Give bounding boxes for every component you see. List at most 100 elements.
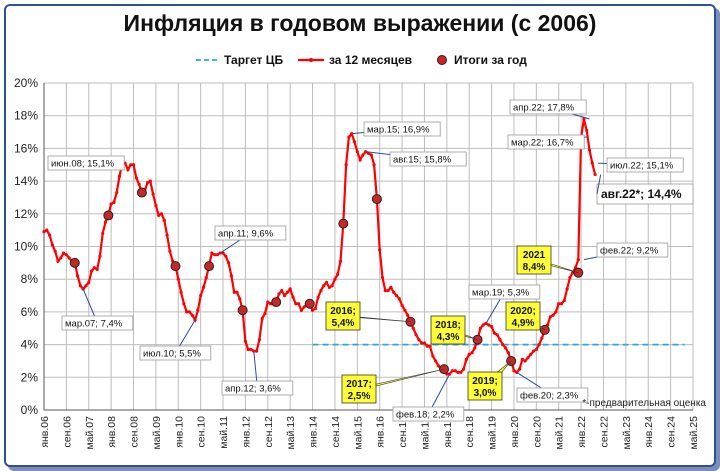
annotation-box [392,406,465,422]
year-callout-value: 8,4% [523,262,546,273]
series-point [227,261,231,265]
series-point [238,297,242,301]
series-point [473,346,477,350]
year-callout-year: 2017; [346,379,372,390]
series-point [336,272,340,276]
series-point [213,253,217,257]
x-tick-label: май.11 [218,416,230,449]
series-point [512,369,516,373]
series-point [277,292,281,296]
series-point [386,289,390,293]
series-point [462,367,466,371]
annotation-box [509,99,587,115]
series-point [422,341,427,345]
series-point [327,285,331,289]
series-point [285,290,289,294]
series-point [42,230,46,234]
series-point [333,277,337,281]
series-point [131,163,136,167]
x-tick-label: сен.22 [598,416,610,448]
series-point [380,275,385,280]
series-point [47,233,52,237]
series-point [347,135,351,139]
series-point [162,218,166,222]
series-point [568,275,572,280]
series-point [319,289,323,293]
x-tick-label: май.19 [487,416,499,450]
series-point [243,339,248,343]
annotation-label: апр.12; 3,6% [225,384,281,395]
series-point [179,290,183,294]
series-point [45,228,49,232]
annotation-box [389,151,467,167]
series-point [134,176,138,180]
legend-year-swatch [437,55,447,65]
x-tick-label: сен.16 [397,416,409,448]
series-point [151,192,155,196]
annotation-box [61,315,134,331]
series-point [92,266,96,270]
series-point [157,213,161,218]
series-point [224,254,228,258]
series-point [89,269,94,273]
series-point [296,302,301,306]
series-point [50,243,54,247]
annotation-box [214,225,287,241]
year-callout-box [516,245,552,275]
series-point [84,284,88,288]
series-point [299,308,303,312]
x-tick-label: янв.12 [240,416,252,448]
series-point [411,326,415,330]
x-tick-label: май.25 [688,416,700,450]
annotation-label: авг.15; 15,8% [393,155,452,166]
series-point [358,158,362,162]
series-point [498,338,502,342]
series-point [378,248,382,252]
annotation-box [468,284,541,300]
series-point [450,369,455,373]
x-tick-label: май.13 [285,416,297,450]
x-tick-label: янв.24 [643,416,655,448]
series-point [204,275,208,280]
annotation-label: фев.22; 9,2% [600,246,659,257]
year-callout-value: 3,0% [474,388,497,399]
year-callout-value: 5,4% [332,318,355,329]
series-point [392,290,396,294]
annotation-box [596,242,669,258]
x-tick-label: сен.10 [196,416,208,448]
series-point [590,161,594,165]
year-callout-value: 2,5% [348,391,371,402]
year-callout-year: 2016; [330,306,356,317]
y-tick-label: 6% [21,305,39,319]
series-point [210,251,214,255]
series-point [576,257,580,262]
annotation-box [516,387,589,403]
legend-year-label: Итоги за год [454,53,527,67]
year-result-marker [237,305,248,316]
series-point [506,351,510,355]
annotation-label: фев.20; 2,3% [520,391,579,402]
y-tick-label: 12% [14,207,38,221]
series-point [403,308,407,312]
x-tick-label: сен.06 [61,416,73,448]
series-point [313,307,317,311]
annotation-box [47,155,125,171]
annotation-label: июл.10; 5,5% [143,349,201,360]
x-tick-label: сен.14 [330,416,342,448]
year-result-marker [304,298,315,309]
series-point [487,323,491,327]
series-point [453,369,457,373]
series-point [526,356,530,360]
year-result-marker [69,257,80,268]
y-tick-label: 10% [14,240,38,254]
series-point [355,150,359,154]
year-result-marker [204,261,215,272]
series-point [280,289,284,293]
series-point [257,338,262,342]
series-point [185,310,189,314]
x-tick-label: янв.08 [106,416,118,448]
series-point [369,153,373,157]
y-tick-label: 18% [14,109,38,123]
annotation-label: июл.22; 15,1% [610,161,674,172]
series-point [529,352,533,357]
